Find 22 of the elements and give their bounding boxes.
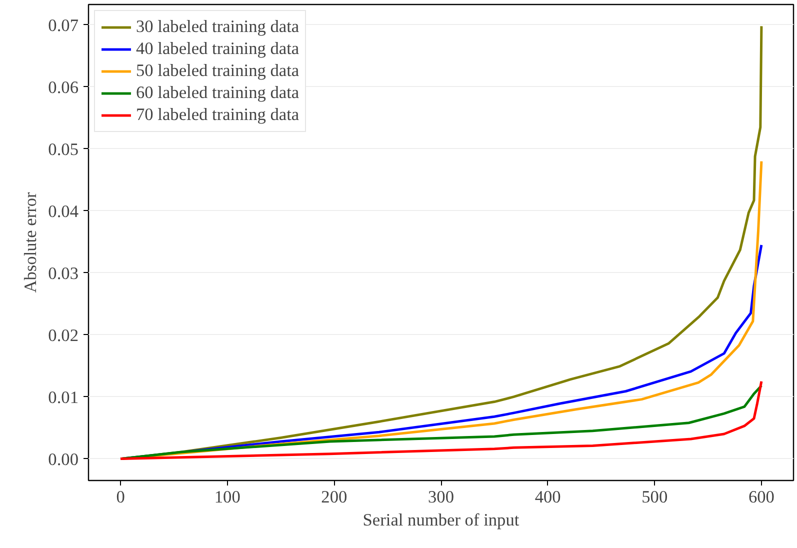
x-tick-label: 500 xyxy=(642,488,668,506)
legend-label: 60 labeled training data xyxy=(136,83,300,103)
y-tick-label: 0.01 xyxy=(48,388,79,407)
x-tick-label: 100 xyxy=(214,488,240,506)
x-tick-label: 600 xyxy=(748,488,774,506)
legend-label: 30 labeled training data xyxy=(136,17,300,37)
y-tick-label: 0.03 xyxy=(48,264,79,283)
x-tick-label: 400 xyxy=(534,488,561,506)
x-tick-label: 300 xyxy=(428,488,454,506)
y-tick-label: 0.00 xyxy=(48,450,79,469)
y-axis-title: Absolute error xyxy=(21,192,40,293)
y-tick-label: 0.06 xyxy=(48,78,79,97)
legend-label: 50 labeled training data xyxy=(136,61,300,81)
x-axis-title: Serial number of input xyxy=(362,510,520,530)
y-tick-label: 0.04 xyxy=(48,202,79,221)
x-tick-label: 200 xyxy=(321,488,348,506)
legend-label: 40 labeled training data xyxy=(136,39,300,59)
y-tick-label: 0.05 xyxy=(48,140,79,159)
y-tick-label: 0.02 xyxy=(48,326,79,345)
x-tick-label: 0 xyxy=(116,488,125,506)
legend-label: 70 labeled training data xyxy=(136,105,300,125)
y-tick-label: 0.07 xyxy=(48,16,79,35)
